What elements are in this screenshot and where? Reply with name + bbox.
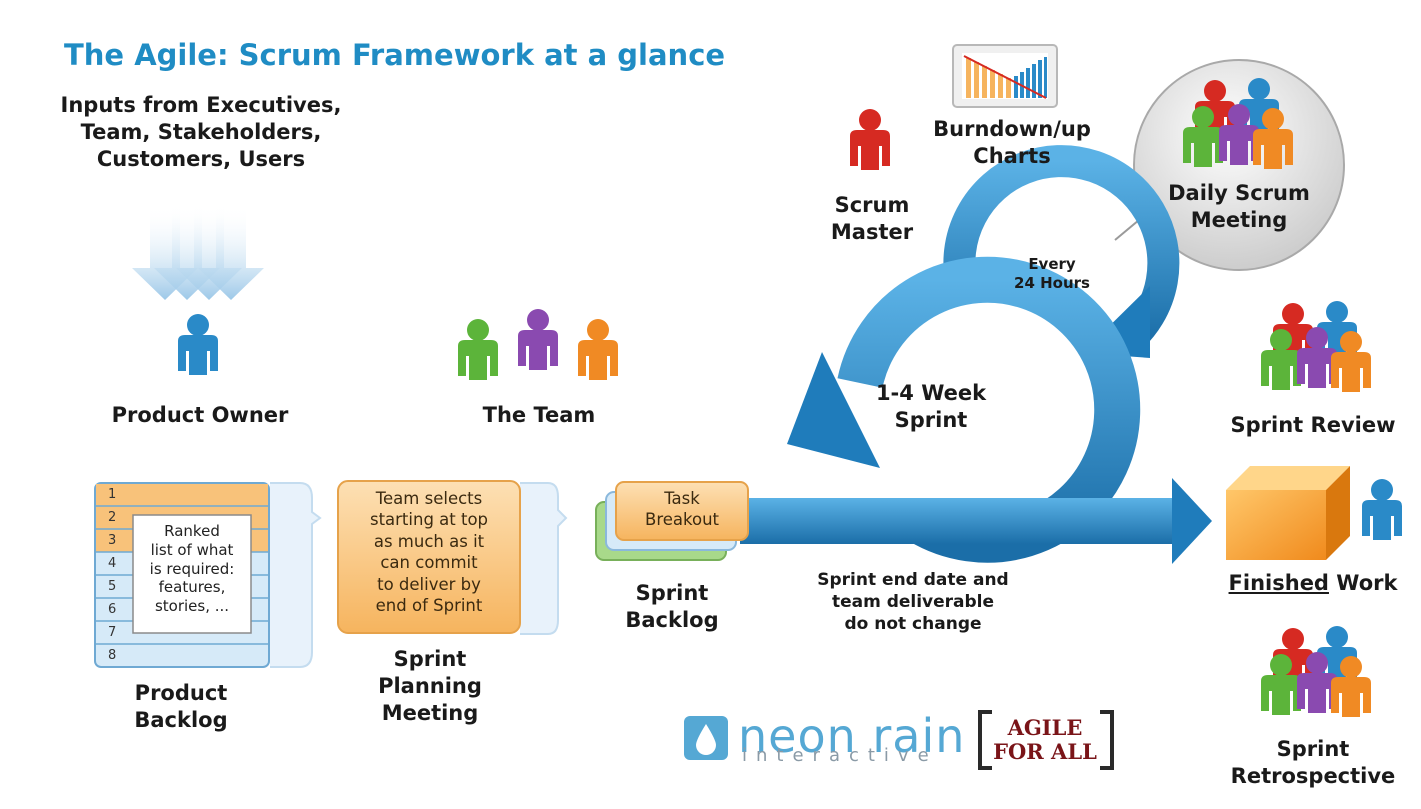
sprint-review-team-icon	[1261, 301, 1371, 392]
backlog-row-1: 1	[108, 487, 117, 502]
sprint-backlog-label: Sprint Backlog	[625, 581, 719, 632]
backlog-row-3: 3	[108, 533, 117, 548]
backlog-row-4: 4	[108, 556, 117, 571]
finished-box-icon	[1226, 466, 1350, 560]
neon-rain-drop-icon	[684, 716, 728, 760]
sprint-planning-box	[337, 480, 568, 635]
backlog-row-7: 7	[108, 625, 117, 640]
sprint-cycle-arrow-icon	[740, 256, 1212, 564]
burndown-chart-icon	[952, 44, 1058, 108]
sprint-planning-label: Sprint Planning Meeting	[378, 647, 482, 725]
inputs-label: Inputs from Executives, Team, Stakeholde…	[60, 93, 342, 171]
sprint-note: Sprint end date and team deliverable do …	[817, 570, 1009, 634]
finished-work-person-icon	[1362, 479, 1402, 540]
daily-scrum-label: Daily Scrum Meeting	[1168, 181, 1310, 232]
sprint-retro-label: Sprint Retrospective	[1230, 737, 1396, 788]
neon-rain-sub: interactive	[742, 745, 938, 766]
task-breakout-text: Task Breakout	[645, 489, 719, 530]
sprint-review-label: Sprint Review	[1230, 413, 1396, 437]
sprint-planning-box-text: Team selects starting at top as much as …	[369, 489, 489, 616]
page-title: The Agile: Scrum Framework at a glance	[64, 38, 726, 72]
backlog-row-5: 5	[108, 579, 117, 594]
scrum-master-icon	[850, 109, 890, 170]
sprint-retro-team-icon	[1261, 626, 1371, 717]
backlog-row-8: 8	[108, 648, 117, 663]
product-owner-label: Product Owner	[111, 403, 289, 427]
sprint-loop-label: 1-4 Week Sprint	[875, 381, 987, 432]
backlog-row-2: 2	[108, 510, 117, 525]
the-team-label: The Team	[482, 403, 596, 427]
burndown-label: Burndown/up Charts	[933, 117, 1091, 168]
product-backlog-label: Product Backlog	[134, 681, 228, 732]
backlog-row-6: 6	[108, 602, 117, 617]
finished-underlined: Finished	[1228, 571, 1329, 595]
down-arrows-icon	[132, 205, 264, 300]
scrum-master-label: Scrum Master	[830, 193, 914, 244]
product-backlog-icon	[94, 482, 322, 668]
neon-rain-logo: neon rain	[738, 709, 966, 763]
finished-work-label: Finished Work	[1210, 570, 1416, 597]
agile-for-all-logo-frame	[978, 710, 1114, 770]
agile-for-all-logo: AGILE FOR ALL	[993, 715, 1097, 765]
the-team-icon	[458, 309, 618, 380]
product-owner-icon	[178, 314, 218, 375]
every-24-hours-label: Every 24 Hours	[1014, 255, 1090, 293]
sprint-backlog-icon	[595, 481, 749, 561]
finished-rest: Work	[1328, 571, 1398, 595]
backlog-note: Ranked list of what is required: feature…	[149, 522, 235, 615]
